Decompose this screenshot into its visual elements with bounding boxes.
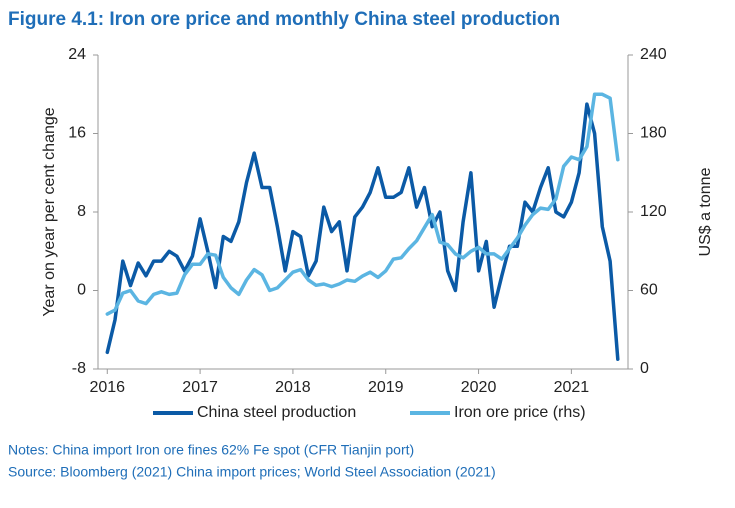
x-tick-label: 2016 xyxy=(89,379,125,396)
y2-axis-title: US$ a tonne xyxy=(697,167,714,256)
y-tick-label: 8 xyxy=(77,203,86,220)
y-axis-title: Year on year per cent change xyxy=(41,107,58,316)
legend-label: China steel production xyxy=(197,404,356,421)
y2-tick-label: 0 xyxy=(640,360,649,377)
chart-title: Figure 4.1: Iron ore price and monthly C… xyxy=(8,9,560,30)
y-tick-label: 16 xyxy=(68,125,86,142)
x-tick-label: 2020 xyxy=(461,379,497,396)
x-tick-label: 2019 xyxy=(368,379,404,396)
x-tick-label: 2021 xyxy=(554,379,590,396)
x-tick-label: 2018 xyxy=(275,379,311,396)
y2-tick-label: 120 xyxy=(640,203,667,220)
source: Source: Bloomberg (2021) China import pr… xyxy=(8,464,496,480)
y-tick-label: -8 xyxy=(72,360,86,377)
x-tick-label: 2017 xyxy=(182,379,218,396)
y-tick-label: 24 xyxy=(68,46,86,63)
series-line xyxy=(105,92,620,316)
legend-label: Iron ore price (rhs) xyxy=(454,404,586,421)
notes: Notes: China import Iron ore fines 62% F… xyxy=(8,442,414,458)
y2-tick-label: 180 xyxy=(640,125,667,142)
y-tick-label: 0 xyxy=(77,282,86,299)
y2-tick-label: 240 xyxy=(640,46,667,63)
y2-tick-label: 60 xyxy=(640,282,658,299)
series-line xyxy=(105,102,620,361)
